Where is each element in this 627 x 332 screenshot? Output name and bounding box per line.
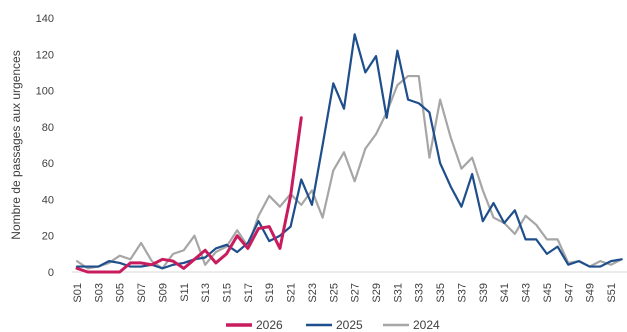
x-tick-label-14: S29 xyxy=(371,283,383,303)
legend-label-2024: 2024 xyxy=(413,318,440,332)
x-tick-label-5: S11 xyxy=(179,283,191,302)
y-tick-label-2: 40 xyxy=(42,194,54,206)
y-axis-label: Nombre de passages aux urgences xyxy=(9,50,23,239)
y-tick-label-7: 140 xyxy=(36,13,54,25)
y-tick-label-3: 60 xyxy=(42,158,54,170)
x-tick-label-6: S13 xyxy=(200,283,212,303)
x-axis: S01 S03 S05 S07 S09 S11 S13 S15 S17 S19 S21 S23 S25 S… xyxy=(72,283,618,303)
x-tick-label-9: S19 xyxy=(264,283,276,303)
x-tick-label-17: S35 xyxy=(435,283,447,303)
series-lines xyxy=(75,33,623,274)
legend: 2026 2025 2024 xyxy=(226,318,440,332)
series-line-2026 xyxy=(75,116,303,274)
x-tick-label-8: S17 xyxy=(243,283,255,303)
x-tick-label-4: S09 xyxy=(157,283,169,303)
y-tick-label-6: 120 xyxy=(36,49,54,61)
x-tick-label-11: S23 xyxy=(307,283,319,303)
y-tick-label-5: 100 xyxy=(36,86,54,98)
series-line-2024 xyxy=(75,74,623,270)
x-tick-label-16: S33 xyxy=(414,283,426,303)
series-line-2025 xyxy=(75,33,623,270)
legend-label-2026: 2026 xyxy=(256,318,283,332)
y-tick-label-0: 0 xyxy=(48,267,54,279)
x-tick-label-1: S03 xyxy=(93,283,105,303)
x-tick-label-2: S05 xyxy=(115,283,127,303)
x-tick-label-25: S51 xyxy=(606,283,618,303)
x-tick-label-21: S43 xyxy=(521,283,533,303)
x-tick-label-12: S25 xyxy=(328,283,340,303)
x-tick-label-18: S37 xyxy=(456,283,468,303)
x-tick-label-15: S31 xyxy=(392,283,404,303)
x-tick-label-22: S45 xyxy=(542,283,554,303)
x-tick-label-23: S47 xyxy=(563,283,575,303)
legend-label-2025: 2025 xyxy=(336,318,363,332)
y-axis: 0 20 40 60 80 100 120 140 xyxy=(36,13,54,279)
x-tick-label-13: S27 xyxy=(350,283,362,303)
x-tick-label-7: S15 xyxy=(222,283,234,303)
y-tick-label-4: 80 xyxy=(42,122,54,134)
x-tick-label-10: S21 xyxy=(286,283,298,303)
x-tick-label-19: S39 xyxy=(478,283,490,303)
y-tick-label-1: 20 xyxy=(42,231,54,243)
x-tick-label-3: S07 xyxy=(136,283,148,303)
x-tick-label-20: S41 xyxy=(499,283,511,303)
x-tick-label-0: S01 xyxy=(72,283,84,303)
x-tick-label-24: S49 xyxy=(585,283,597,303)
